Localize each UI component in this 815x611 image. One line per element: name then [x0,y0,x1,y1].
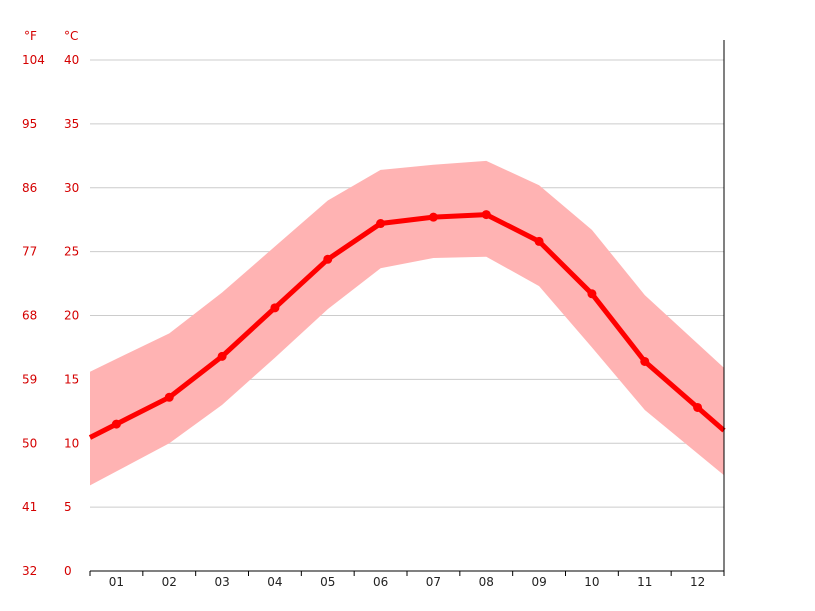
y-tick-c: 15 [64,372,79,386]
x-tick-label: 02 [162,575,177,589]
y-tick-f: 41 [22,500,37,514]
mean-point [428,212,438,222]
mean-point [587,289,597,299]
y-tick-f: 95 [22,117,37,131]
x-tick-label: 01 [109,575,124,589]
mean-point [111,419,121,429]
mean-point [376,219,386,229]
y-tick-c: 30 [64,181,79,195]
x-tick-label: 08 [479,575,494,589]
x-tick-label: 12 [690,575,705,589]
mean-point [534,236,544,246]
y-tick-f: 77 [22,245,37,259]
mean-point [270,303,280,313]
x-tick-label: 03 [214,575,229,589]
mean-point [217,351,227,361]
y-tick-f: 86 [22,181,37,195]
mean-point [640,356,650,366]
mean-point [481,210,491,220]
band-layer [90,160,724,486]
y-tick-c: 0 [64,564,72,578]
y-tick-c: 35 [64,117,79,131]
y-tick-c: 20 [64,309,79,323]
x-tick-label: 11 [637,575,652,589]
y-tick-f: 32 [22,564,37,578]
mean-point [693,402,703,412]
y-tick-c: 25 [64,245,79,259]
y-tick-c: 10 [64,436,79,450]
unit-label-f: °F [24,29,37,43]
mean-point [164,392,174,402]
x-tick-label: 09 [531,575,546,589]
y-tick-f: 104 [22,53,45,67]
x-tick-label: 07 [426,575,441,589]
x-tick-label: 04 [267,575,282,589]
y-tick-f: 68 [22,309,37,323]
mean-point [323,254,333,264]
mean-temperature-line [88,212,726,440]
x-tick-label: 05 [320,575,335,589]
x-tick-label: 10 [584,575,599,589]
unit-label-c: °C [64,29,78,43]
y-tick-c: 5 [64,500,72,514]
temperature-range-band [90,160,724,486]
line-layer [88,210,726,440]
x-tick-label: 06 [373,575,388,589]
y-tick-f: 50 [22,436,37,450]
y-tick-f: 59 [22,372,37,386]
y-tick-c: 40 [64,53,79,67]
axis-layer: °F °C 32 0 41 5 50 10 59 15 68 20 77 25 86 30 95 35 104 4… [22,29,725,589]
